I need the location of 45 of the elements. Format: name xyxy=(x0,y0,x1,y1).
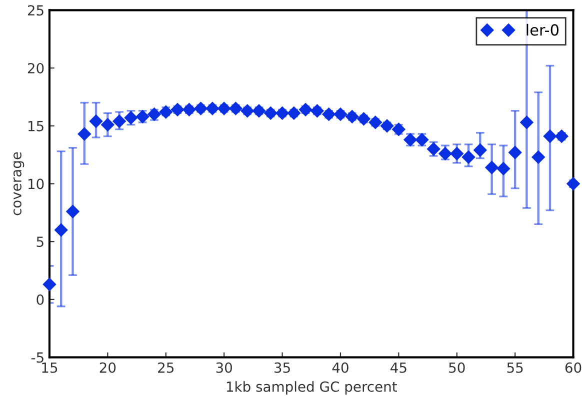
point xyxy=(78,127,91,141)
point xyxy=(357,112,370,126)
x-tick-label: 30 xyxy=(216,362,232,373)
y-tick-label: 15 xyxy=(28,121,44,132)
point xyxy=(438,147,452,160)
point xyxy=(206,102,220,116)
point xyxy=(450,147,464,160)
y-tick-label: 10 xyxy=(28,178,44,190)
point xyxy=(101,118,114,132)
y-tick-label: 25 xyxy=(28,5,44,16)
x-tick-label: 25 xyxy=(158,362,174,373)
point xyxy=(42,278,56,291)
x-tick-label: 50 xyxy=(449,362,465,373)
point xyxy=(229,102,242,116)
y-tick-label: 20 xyxy=(28,62,44,74)
x-tick-label: 45 xyxy=(390,362,406,373)
point xyxy=(54,223,68,237)
point xyxy=(496,162,510,176)
y-tick-label: 0 xyxy=(36,294,44,305)
point xyxy=(89,114,103,128)
x-tick-label: 35 xyxy=(274,362,290,373)
point xyxy=(217,102,231,116)
point xyxy=(543,130,557,143)
point xyxy=(566,177,580,190)
legend-label: ler-0 xyxy=(526,24,559,36)
point xyxy=(368,116,382,129)
y-tick-label: 5 xyxy=(36,236,44,248)
point xyxy=(520,116,534,129)
x-tick-label: 60 xyxy=(565,362,582,373)
point xyxy=(508,146,522,160)
x-axis-title: 1kb sampled GC percent xyxy=(226,381,397,395)
point xyxy=(532,150,545,164)
point xyxy=(474,144,487,157)
y-tick-label: -5 xyxy=(31,352,44,363)
point xyxy=(66,204,80,218)
point xyxy=(462,150,476,164)
point xyxy=(380,119,394,132)
point xyxy=(346,110,359,124)
x-tick-label: 40 xyxy=(332,362,348,373)
point xyxy=(485,160,498,174)
x-tick-label: 55 xyxy=(507,362,523,373)
y-axis-title: coverage xyxy=(13,152,24,216)
point xyxy=(194,102,208,116)
point xyxy=(112,114,126,128)
x-tick-label: 20 xyxy=(100,362,116,373)
